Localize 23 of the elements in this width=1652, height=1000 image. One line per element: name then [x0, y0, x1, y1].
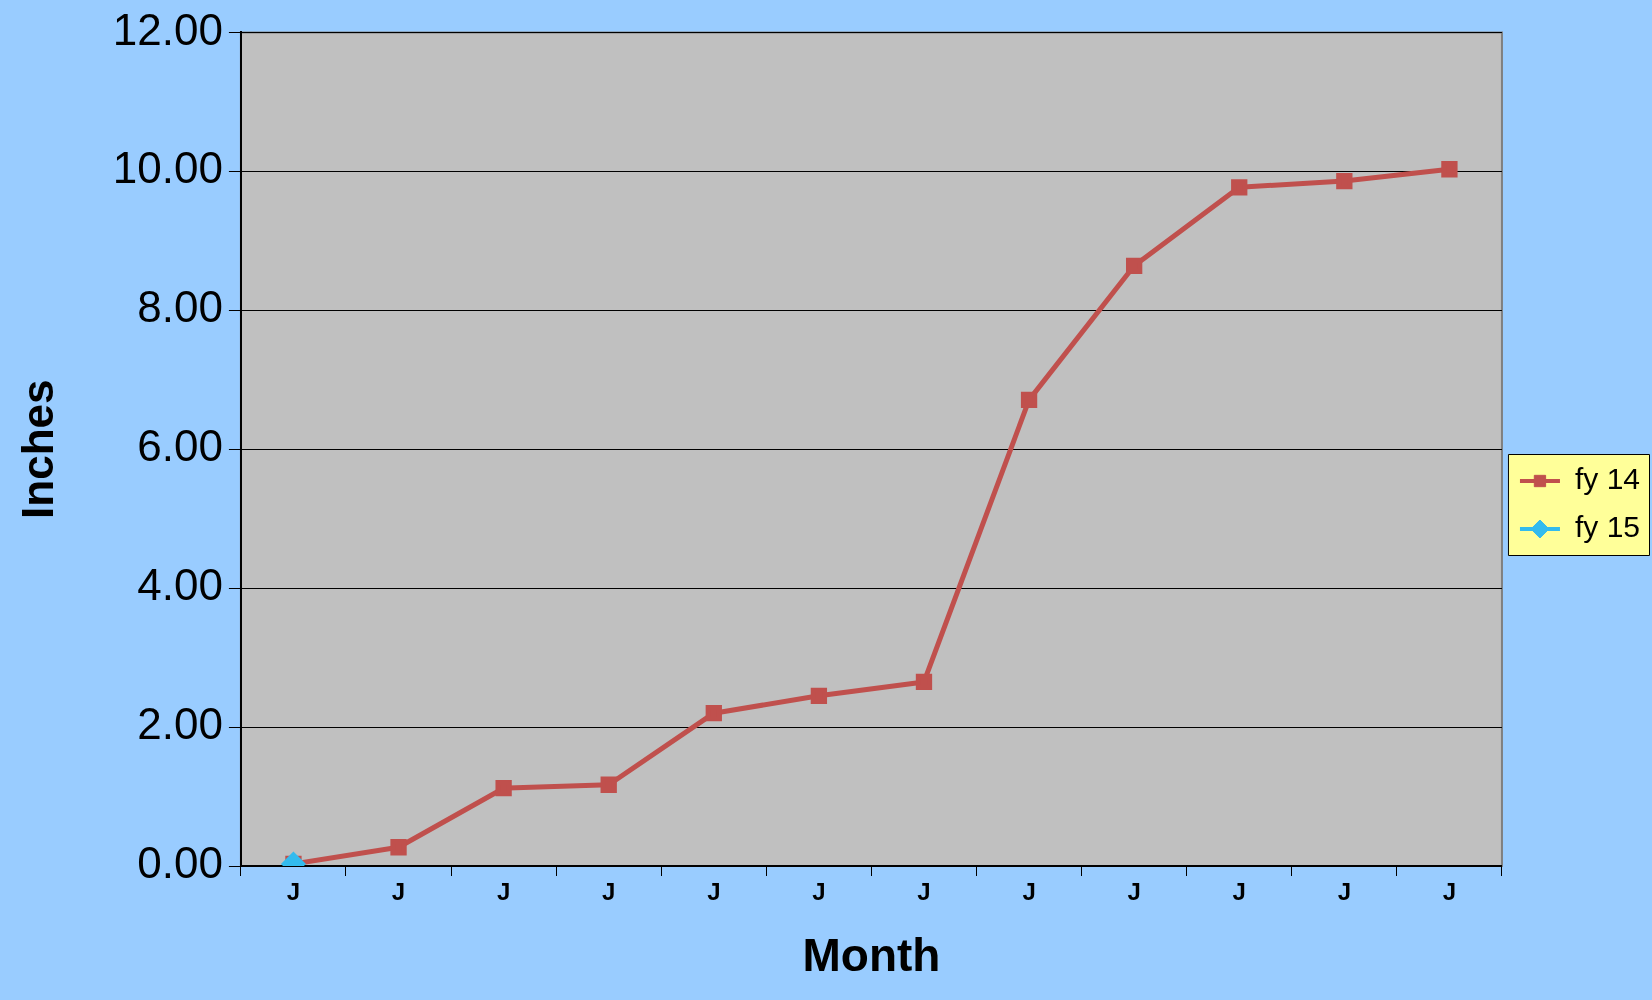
x-tick-label: J — [496, 878, 511, 906]
y-axis-title: Inches — [12, 379, 62, 519]
y-tick-label: 2.00 — [137, 699, 223, 749]
x-tick-label: J — [1442, 878, 1457, 906]
legend-label: fy 14 — [1574, 462, 1641, 496]
x-tick-label: J — [707, 878, 721, 906]
x-tick-label: J — [1022, 878, 1036, 906]
legend-label: fy 15 — [1574, 510, 1641, 544]
x-tick-label: J — [391, 878, 406, 906]
x-tick-label: J — [602, 878, 616, 906]
x-tick-label: J — [286, 878, 301, 906]
y-tick-label: 10.00 — [112, 143, 223, 193]
y-tick-label: 0.00 — [137, 838, 223, 888]
y-tick-label: 8.00 — [137, 282, 223, 332]
x-tick-label: J — [1127, 878, 1141, 906]
x-tick-label: J — [917, 878, 931, 906]
y-tick-label: 6.00 — [137, 421, 223, 471]
y-tick-label: 4.00 — [137, 560, 223, 610]
x-tick-label: J — [1337, 878, 1352, 906]
x-tick-label: J — [1232, 878, 1246, 906]
x-tick-label: J — [812, 878, 826, 906]
y-tick-label: 12.00 — [112, 4, 223, 54]
x-axis-title: Month — [802, 929, 941, 982]
